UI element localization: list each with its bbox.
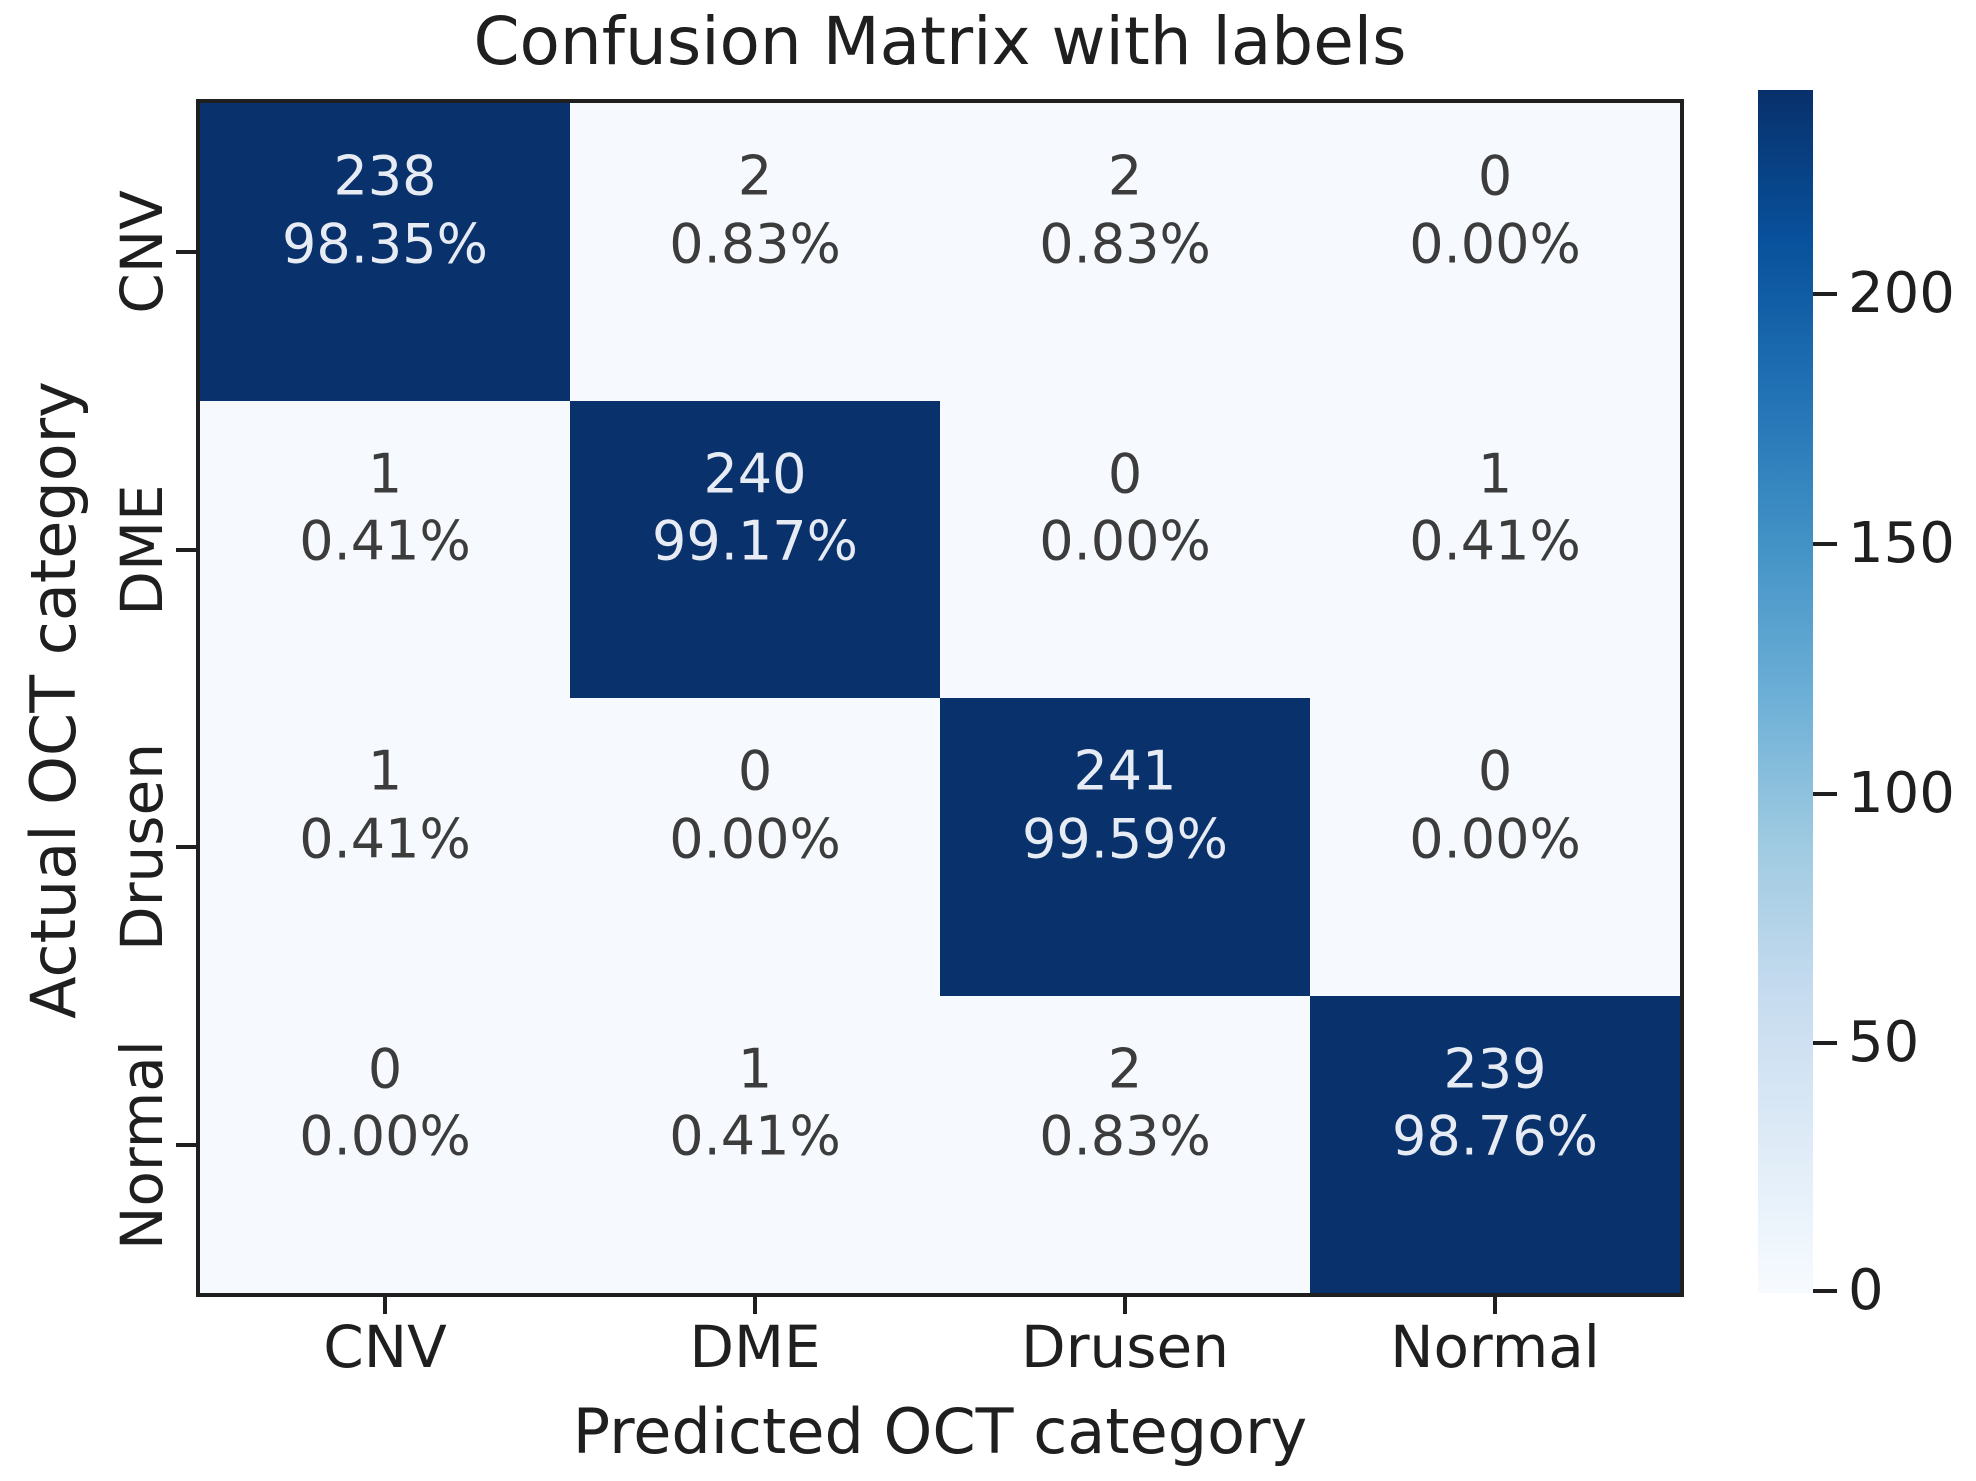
cell-actual-cnv-pred-drusen: 2 0.83% xyxy=(940,103,1310,401)
cell-percent: 0.00% xyxy=(1039,509,1211,573)
colorbar-tick-mark xyxy=(1813,1289,1837,1293)
colorbar xyxy=(1758,90,1813,1293)
cell-annotation: 238 98.35% xyxy=(200,143,570,278)
cell-percent: 98.76% xyxy=(1392,1104,1598,1168)
cell-percent: 0.00% xyxy=(299,1104,471,1168)
cell-annotation: 241 99.59% xyxy=(940,738,1310,873)
cell-annotation: 2 0.83% xyxy=(570,143,940,278)
cell-count: 1 xyxy=(367,442,403,506)
cell-annotation: 2 0.83% xyxy=(940,143,1310,278)
cell-percent: 0.00% xyxy=(669,807,841,871)
x-tick-label-normal: Normal xyxy=(1390,1313,1600,1381)
cell-percent: 0.83% xyxy=(1039,212,1211,276)
colorbar-tick-label-100: 100 xyxy=(1848,761,1955,826)
cell-actual-normal-pred-drusen: 2 0.83% xyxy=(940,995,1310,1293)
y-tick-label-cnv: CNV xyxy=(108,190,176,314)
cell-actual-drusen-pred-dme: 0 0.00% xyxy=(570,698,940,996)
y-tick-mark xyxy=(176,845,198,849)
cell-annotation: 0 0.00% xyxy=(1310,143,1680,278)
cell-actual-drusen-pred-normal: 0 0.00% xyxy=(1310,698,1680,996)
cell-percent: 99.59% xyxy=(1022,807,1228,871)
y-tick-label-normal: Normal xyxy=(108,1040,176,1250)
cell-annotation: 1 0.41% xyxy=(570,1035,940,1170)
cell-actual-cnv-pred-dme: 2 0.83% xyxy=(570,103,940,401)
cell-actual-cnv-pred-cnv: 238 98.35% xyxy=(200,103,570,401)
cell-count: 0 xyxy=(1477,739,1513,803)
cell-annotation: 1 0.41% xyxy=(1310,440,1680,575)
cell-actual-dme-pred-normal: 1 0.41% xyxy=(1310,400,1680,698)
cell-annotation: 0 0.00% xyxy=(570,738,940,873)
cell-count: 1 xyxy=(1477,442,1513,506)
cell-annotation: 0 0.00% xyxy=(940,440,1310,575)
cell-count: 0 xyxy=(1107,442,1143,506)
x-tick-label-cnv: CNV xyxy=(323,1313,447,1381)
cell-percent: 0.41% xyxy=(299,807,471,871)
cell-actual-dme-pred-drusen: 0 0.00% xyxy=(940,400,1310,698)
cell-count: 0 xyxy=(1477,144,1513,208)
x-tick-label-drusen: Drusen xyxy=(1021,1313,1229,1381)
y-tick-mark xyxy=(176,548,198,552)
x-axis-label: Predicted OCT category xyxy=(572,1395,1308,1468)
cell-actual-drusen-pred-cnv: 1 0.41% xyxy=(200,698,570,996)
cell-annotation: 1 0.41% xyxy=(200,440,570,575)
y-axis-label: Actual OCT category xyxy=(17,381,90,1019)
x-tick-mark xyxy=(1123,1294,1127,1314)
cell-count: 0 xyxy=(737,739,773,803)
colorbar-tick-mark xyxy=(1813,292,1837,296)
cell-count: 2 xyxy=(1107,1037,1143,1101)
cell-percent: 0.41% xyxy=(299,509,471,573)
heatmap-grid: 238 98.35% 2 0.83% 2 0.83% 0 0.00% xyxy=(196,99,1684,1297)
cell-percent: 0.00% xyxy=(1409,212,1581,276)
cell-annotation: 0 0.00% xyxy=(1310,738,1680,873)
cell-percent: 0.41% xyxy=(1409,509,1581,573)
cell-percent: 98.35% xyxy=(282,212,488,276)
y-tick-label-dme: DME xyxy=(108,484,176,616)
cell-percent: 99.17% xyxy=(652,509,858,573)
cell-percent: 0.00% xyxy=(1409,807,1581,871)
y-tick-mark xyxy=(176,250,198,254)
x-tick-mark xyxy=(383,1294,387,1314)
x-tick-mark xyxy=(753,1294,757,1314)
x-tick-label-dme: DME xyxy=(689,1313,821,1381)
colorbar-tick-mark xyxy=(1813,1041,1837,1045)
cell-actual-normal-pred-cnv: 0 0.00% xyxy=(200,995,570,1293)
y-tick-label-drusen: Drusen xyxy=(108,743,176,951)
cell-percent: 0.83% xyxy=(669,212,841,276)
cell-count: 0 xyxy=(367,1037,403,1101)
cell-annotation: 239 98.76% xyxy=(1310,1035,1680,1170)
colorbar-tick-mark xyxy=(1813,542,1837,546)
cell-actual-normal-pred-dme: 1 0.41% xyxy=(570,995,940,1293)
y-tick-mark xyxy=(176,1143,198,1147)
cell-count: 238 xyxy=(333,144,437,208)
cell-annotation: 240 99.17% xyxy=(570,440,940,575)
cell-percent: 0.41% xyxy=(669,1104,841,1168)
cell-count: 240 xyxy=(703,442,807,506)
cell-actual-dme-pred-dme: 240 99.17% xyxy=(570,400,940,698)
colorbar-tick-label-200: 200 xyxy=(1848,261,1955,326)
cell-count: 1 xyxy=(737,1037,773,1101)
cell-actual-cnv-pred-normal: 0 0.00% xyxy=(1310,103,1680,401)
x-tick-mark xyxy=(1493,1294,1497,1314)
cell-count: 1 xyxy=(367,739,403,803)
cell-count: 2 xyxy=(737,144,773,208)
colorbar-tick-label-150: 150 xyxy=(1848,511,1955,576)
chart-title: Confusion Matrix with labels xyxy=(473,3,1407,80)
cell-count: 241 xyxy=(1073,739,1177,803)
cell-count: 239 xyxy=(1443,1037,1547,1101)
cell-annotation: 0 0.00% xyxy=(200,1035,570,1170)
colorbar-tick-mark xyxy=(1813,792,1837,796)
colorbar-tick-label-0: 0 xyxy=(1848,1258,1884,1323)
cell-actual-drusen-pred-drusen: 241 99.59% xyxy=(940,698,1310,996)
cell-actual-dme-pred-cnv: 1 0.41% xyxy=(200,400,570,698)
cell-percent: 0.83% xyxy=(1039,1104,1211,1168)
cell-actual-normal-pred-normal: 239 98.76% xyxy=(1310,995,1680,1293)
colorbar-tick-label-50: 50 xyxy=(1848,1010,1920,1075)
cell-annotation: 1 0.41% xyxy=(200,738,570,873)
cell-count: 2 xyxy=(1107,144,1143,208)
cell-annotation: 2 0.83% xyxy=(940,1035,1310,1170)
